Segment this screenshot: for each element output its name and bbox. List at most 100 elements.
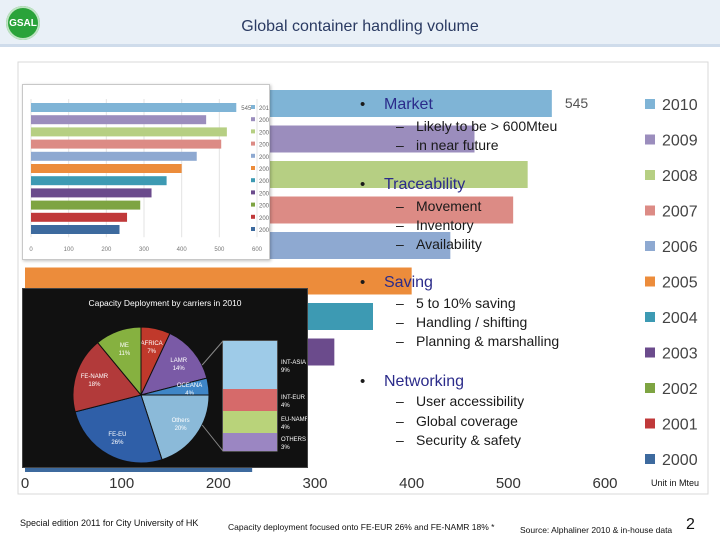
inset-legend-swatch [251, 190, 255, 195]
bullet-networking: • Networking [360, 373, 465, 390]
inset-legend-label: 2007 [259, 143, 269, 149]
inset-legend-swatch [251, 129, 255, 134]
chart-frame [17, 61, 709, 495]
inset-legend-label: 2010 [259, 106, 269, 112]
inset-legend-swatch [251, 141, 255, 146]
inset-bar-2008 [31, 127, 227, 137]
breakout-band-eu-namr [223, 411, 277, 433]
bullet-market: • Market [360, 96, 433, 113]
legend-swatch-2009 [645, 134, 655, 145]
inset-pie-svg: Capacity Deployment by carriers in 2010 A… [72, 298, 310, 464]
breakout-label: INT-ASIA [281, 360, 306, 366]
inset-bar-2009 [31, 115, 207, 125]
bullet-sub: – Security & safety [396, 432, 522, 448]
x-tick-label: 200 [206, 475, 231, 492]
inset-x-tick: 300 [139, 247, 150, 253]
breakout-label: INT-EUR [281, 395, 306, 401]
pie-label: Others [172, 418, 190, 424]
pie-slice-fe-namr [72, 341, 142, 413]
inset-legend-label: 2004 [259, 179, 269, 185]
legend-label-2009: 2009 [662, 133, 698, 150]
breakout-band-int-asia [223, 341, 277, 389]
inset-bar-2003 [31, 188, 152, 198]
unit-label: Unit in Mteu [651, 478, 700, 488]
bar-value-label: 545 [565, 95, 589, 111]
legend-swatch-2008 [645, 170, 655, 180]
bullet-sub: –5 to 10% saving [396, 295, 516, 311]
pie-pct: 14% [173, 366, 186, 372]
breakout-band-int-eur [223, 389, 277, 411]
legend-label-2006: 2006 [662, 239, 698, 256]
inset-bar-chart: 0 100 200 300 400 500 600 2010 2009 2008 2007 2006 2… [22, 84, 273, 260]
bullet-sub: – Likely to be > 600Mteu [396, 118, 558, 134]
inset-bar-2007 [31, 139, 222, 149]
inset-bar-2000 [31, 225, 120, 234]
inset-legend-label: 2000 [259, 228, 269, 234]
pie-pct: 26% [111, 440, 124, 446]
legend-label-2003: 2003 [662, 346, 698, 363]
inset-legend-swatch [251, 214, 255, 219]
legend-label-2002: 2002 [662, 381, 698, 398]
inset-bar-2006 [31, 151, 197, 161]
legend-swatch-2001 [645, 418, 655, 429]
x-tick-label: 600 [592, 475, 617, 492]
pie-slice-fe-eu [74, 394, 163, 464]
bullet-traceability: • Traceability [360, 176, 466, 193]
inset-bar-svg: 0 100 200 300 400 500 600 2010 2009 2008 2007 2006 2… [29, 99, 273, 253]
legend-label-2004: 2004 [662, 310, 698, 327]
legend-swatch-2006 [645, 241, 655, 251]
breakout-connector-top [201, 340, 224, 366]
pie-slice-me [96, 326, 142, 397]
bullet-sub: – Global coverage [396, 413, 518, 429]
bullet-sub: – Movement [396, 198, 482, 214]
legend-swatch-2004 [645, 312, 655, 322]
pie-slice-others [140, 394, 210, 461]
inset-bar-2001 [31, 212, 128, 222]
inset-bar-2002 [31, 200, 141, 210]
inset-legend-swatch [251, 202, 255, 207]
legend-swatch-2002 [645, 383, 655, 393]
inset-x-tick: 100 [64, 247, 75, 253]
inset-legend-swatch [251, 227, 255, 231]
pie-pct: 20% [175, 426, 188, 432]
breakout-pct: 9% [281, 368, 290, 374]
legend-swatch-2003 [645, 347, 655, 358]
pie-label: FE-EU [108, 432, 126, 438]
legend-label-2005: 2005 [662, 275, 698, 292]
inset-x-tick: 500 [214, 247, 225, 253]
legend-label-2010: 2010 [662, 97, 698, 114]
legend-label-2008: 2008 [662, 168, 698, 185]
inset-legend-label: 2002 [259, 204, 269, 210]
pie-title: Capacity Deployment by carriers in 2010 [88, 298, 241, 308]
footer-source: Source: Alphaliner 2010 & in-house data [520, 525, 673, 535]
pie-label: OCEANA [177, 383, 202, 389]
inset-legend-label: 2008 [259, 130, 269, 136]
pie-slice-lamr [140, 332, 208, 396]
breakout-label: OTHERS [281, 437, 306, 443]
x-tick-label: 100 [109, 475, 134, 492]
legend-label-2000: 2000 [662, 452, 698, 469]
legend-swatch-2005 [645, 276, 655, 287]
legend-swatch-2007 [645, 205, 655, 216]
footer-edition: Special edition 2011 for City University… [20, 518, 199, 528]
breakout-pct: 4% [281, 403, 290, 409]
inset-bar-2005 [31, 164, 182, 173]
pie-label: ME [120, 343, 129, 349]
bullet-sub: – Inventory [396, 217, 474, 233]
inset-value-label: 545 [241, 106, 252, 112]
breakout-pct: 4% [281, 425, 290, 431]
bullet-sub: – User accessibility [396, 393, 525, 409]
legend-label-2001: 2001 [662, 417, 698, 434]
inset-legend-swatch [251, 178, 255, 183]
inset-x-tick: 200 [101, 247, 112, 253]
pie-label: LAMR [170, 358, 187, 364]
pie-pct: 18% [88, 382, 101, 388]
inset-legend-swatch [251, 153, 255, 158]
inset-x-tick: 400 [177, 247, 188, 253]
breakout-label: EU-NAMR [281, 417, 307, 423]
pie-label: AFRICA [141, 341, 163, 347]
bullet-saving: • Saving [360, 274, 433, 291]
inset-legend-swatch [251, 166, 255, 170]
bullet-sub: – Availability [396, 236, 482, 252]
pie-pct: 11% [119, 351, 131, 357]
